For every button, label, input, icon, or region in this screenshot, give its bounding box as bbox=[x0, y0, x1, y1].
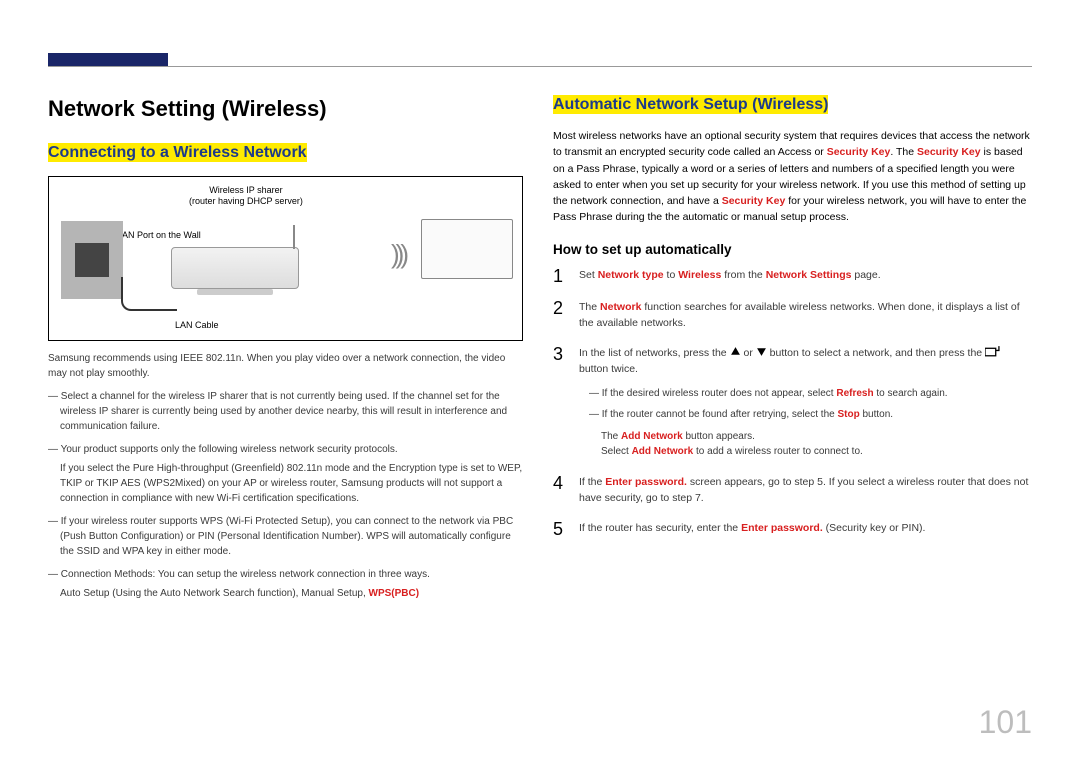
step-item: 2 The Network function searches for avai… bbox=[553, 299, 1032, 332]
page-number: 101 bbox=[979, 704, 1032, 741]
diagram-router bbox=[171, 247, 299, 289]
diagram-lan-port bbox=[75, 243, 109, 277]
right-column: Automatic Network Setup (Wireless) Most … bbox=[553, 96, 1032, 609]
auto-setup-paragraph: Most wireless networks have an optional … bbox=[553, 128, 1032, 226]
diagram-antenna bbox=[293, 225, 295, 249]
diagram-label-router: Wireless IP sharer (router having DHCP s… bbox=[189, 185, 303, 208]
diagram-router-stand bbox=[197, 289, 273, 295]
page-title: Network Setting (Wireless) bbox=[48, 96, 523, 122]
section-heading-connecting: Connecting to a Wireless Network bbox=[48, 143, 307, 162]
diagram-display bbox=[421, 219, 513, 279]
subheading-how-to: How to set up automatically bbox=[553, 242, 1032, 257]
section-heading-automatic: Automatic Network Setup (Wireless) bbox=[553, 95, 828, 114]
notes-list: Select a channel for the wireless IP sha… bbox=[48, 389, 523, 457]
step-item: 3 In the list of networks, press the or … bbox=[553, 345, 1032, 460]
wifi-waves-icon: ))) bbox=[391, 239, 405, 270]
step-3-sublist: If the desired wireless router does not … bbox=[579, 386, 1032, 423]
note-item: If your wireless router supports WPS (Wi… bbox=[48, 514, 523, 559]
diagram-label-cable: LAN Cable bbox=[175, 320, 219, 330]
left-column: Network Setting (Wireless) Connecting to… bbox=[48, 96, 523, 609]
enter-icon bbox=[985, 346, 1000, 357]
note-followup-2: Auto Setup (Using the Auto Network Searc… bbox=[48, 586, 523, 601]
steps-list: 1 Set Network type to Wireless from the … bbox=[553, 267, 1032, 539]
two-column-layout: Network Setting (Wireless) Connecting to… bbox=[48, 96, 1032, 609]
note-item: Your product supports only the following… bbox=[48, 442, 523, 457]
note-followup: If you select the Pure High-throughput (… bbox=[48, 461, 523, 506]
sub-item: If the router cannot be found after retr… bbox=[589, 407, 1032, 423]
down-arrow-icon bbox=[756, 346, 767, 357]
wps-pbc-label: WPS(PBC) bbox=[369, 588, 420, 599]
up-arrow-icon bbox=[730, 346, 741, 357]
page: Network Setting (Wireless) Connecting to… bbox=[0, 0, 1080, 763]
step-3-follow: The Add Network button appears. Select A… bbox=[579, 429, 1032, 460]
diagram-cable bbox=[121, 277, 177, 311]
note-item: Connection Methods: You can setup the wi… bbox=[48, 567, 523, 582]
intro-paragraph: Samsung recommends using IEEE 802.11n. W… bbox=[48, 351, 523, 381]
step-item: 4 If the Enter password. screen appears,… bbox=[553, 474, 1032, 507]
step-item: 1 Set Network type to Wireless from the … bbox=[553, 267, 1032, 285]
note-item: Select a channel for the wireless IP sha… bbox=[48, 389, 523, 434]
accent-bar bbox=[48, 53, 168, 66]
step-item: 5 If the router has security, enter the … bbox=[553, 520, 1032, 538]
notes-list-2: If your wireless router supports WPS (Wi… bbox=[48, 514, 523, 582]
top-rule bbox=[48, 66, 1032, 67]
network-diagram: Wireless IP sharer (router having DHCP s… bbox=[48, 176, 523, 341]
sub-item: If the desired wireless router does not … bbox=[589, 386, 1032, 402]
